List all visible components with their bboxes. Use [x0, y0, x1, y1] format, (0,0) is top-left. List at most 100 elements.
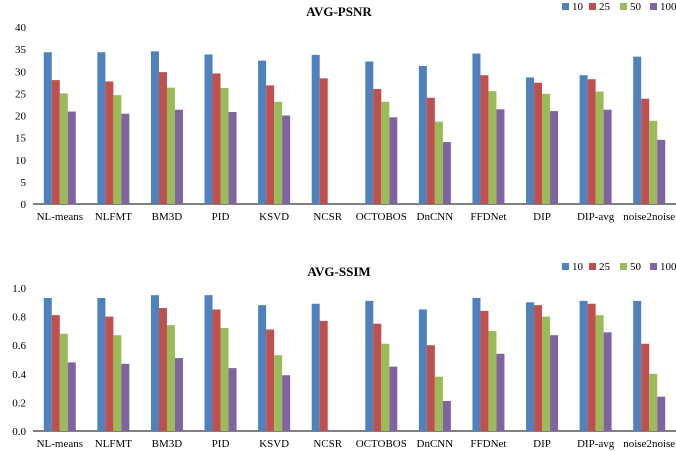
bar-BM3D-100 — [174, 358, 183, 431]
bar-KSVD-100 — [282, 115, 291, 204]
bar-FFDNet-50 — [488, 91, 497, 204]
legend-swatch-50 — [620, 3, 627, 10]
bar-OCTOBOS-100 — [389, 117, 398, 204]
bar-noise2noise-25 — [641, 98, 650, 204]
bar-DnCNN-10 — [418, 309, 427, 431]
y-tick-label: 0.2 — [12, 397, 26, 409]
bar-DIP-avg-10 — [579, 75, 588, 204]
bar-DIP-50 — [542, 316, 551, 431]
bar-OCTOBOS-10 — [365, 61, 374, 204]
bar-FFDNet-10 — [472, 298, 481, 431]
bar-noise2noise-10 — [633, 300, 642, 431]
bar-KSVD-25 — [266, 329, 275, 431]
category-label: NL-means — [37, 438, 83, 450]
bar-DnCNN-10 — [418, 65, 427, 204]
bar-BM3D-50 — [166, 87, 175, 204]
category-label: DnCNN — [417, 438, 454, 450]
legend-swatch-10 — [562, 263, 569, 270]
category-label: NLFMT — [95, 211, 133, 223]
bar-OCTOBOS-50 — [381, 101, 390, 204]
bar-BM3D-25 — [158, 308, 167, 431]
bar-NLFMT-50 — [113, 335, 122, 431]
bar-DIP-100 — [550, 111, 559, 204]
bar-PID-10 — [204, 54, 213, 205]
bar-KSVD-25 — [266, 85, 275, 204]
bar-NLFMT-100 — [121, 363, 130, 431]
bar-DIP-50 — [542, 93, 551, 204]
bar-NL-means-10 — [43, 52, 52, 204]
legend-swatch-100 — [650, 263, 657, 270]
bar-FFDNet-100 — [496, 353, 505, 431]
bar-NL-means-50 — [59, 333, 68, 431]
bar-noise2noise-10 — [633, 56, 642, 205]
bar-DnCNN-50 — [434, 121, 443, 204]
legend-label-10: 10 — [572, 261, 584, 273]
bar-NLFMT-100 — [121, 113, 130, 204]
bar-noise2noise-25 — [641, 343, 650, 431]
category-label: OCTOBOS — [356, 438, 407, 450]
bar-PID-50 — [220, 88, 229, 204]
bar-NLFMT-25 — [105, 81, 114, 204]
bar-OCTOBOS-100 — [389, 366, 398, 431]
bar-NL-means-100 — [67, 362, 76, 431]
bar-noise2noise-50 — [649, 120, 658, 204]
legend-label-50: 50 — [630, 261, 642, 273]
bar-PID-25 — [212, 73, 221, 205]
legend-swatch-10 — [562, 3, 569, 10]
bar-PID-10 — [204, 295, 213, 431]
y-tick-label: 1.0 — [12, 283, 26, 295]
category-label: NCSR — [313, 438, 342, 450]
category-label: DIP-avg — [577, 438, 615, 450]
bar-NCSR-25 — [319, 320, 328, 431]
category-label: KSVD — [259, 211, 289, 223]
category-label: DIP-avg — [577, 211, 615, 223]
legend-label-100: 100 — [660, 261, 676, 273]
bar-DIP-avg-25 — [587, 79, 596, 204]
bar-NLFMT-50 — [113, 95, 122, 204]
bar-DIP-25 — [534, 305, 543, 431]
y-tick-label: 40 — [15, 22, 27, 34]
bar-DIP-10 — [526, 77, 535, 204]
bar-DnCNN-25 — [426, 345, 435, 431]
bar-NL-means-100 — [67, 111, 76, 204]
category-label: OCTOBOS — [356, 211, 407, 223]
legend-swatch-100 — [650, 3, 657, 10]
y-tick-label: 5 — [21, 177, 27, 189]
bar-NL-means-25 — [51, 80, 60, 204]
category-label: BM3D — [152, 438, 183, 450]
y-tick-label: 0.0 — [12, 426, 26, 438]
bar-PID-50 — [220, 328, 229, 431]
category-label: BM3D — [152, 211, 183, 223]
bar-OCTOBOS-25 — [373, 88, 382, 204]
bar-FFDNet-25 — [480, 75, 489, 204]
category-label: FFDNet — [470, 211, 506, 223]
bar-FFDNet-100 — [496, 109, 505, 204]
legend-label-25: 25 — [599, 261, 611, 273]
category-label: NCSR — [313, 211, 342, 223]
bar-DIP-avg-10 — [579, 300, 588, 431]
bar-NCSR-10 — [311, 303, 320, 431]
category-label: PID — [212, 211, 230, 223]
bar-DIP-avg-100 — [603, 109, 612, 204]
bar-noise2noise-100 — [657, 396, 666, 431]
bar-DIP-10 — [526, 302, 535, 431]
bar-BM3D-10 — [150, 295, 159, 431]
bar-DIP-avg-50 — [595, 91, 604, 204]
ssim-chart: AVG-SSIM 10 25 50 100 0.0 0.2 0.4 0.6 0.8 1.0 NL-me… — [12, 261, 676, 450]
bar-BM3D-25 — [158, 72, 167, 204]
bar-NL-means-10 — [43, 298, 52, 431]
bar-noise2noise-100 — [657, 139, 666, 204]
bar-OCTOBOS-10 — [365, 300, 374, 431]
bar-KSVD-50 — [274, 355, 283, 431]
bar-BM3D-50 — [166, 325, 175, 431]
bar-NLFMT-25 — [105, 316, 114, 431]
y-tick-label: 10 — [15, 155, 27, 167]
legend-label-50: 50 — [630, 1, 642, 13]
bar-DIP-avg-25 — [587, 303, 596, 431]
bar-NL-means-50 — [59, 93, 68, 204]
bar-NL-means-25 — [51, 315, 60, 431]
category-label: DnCNN — [417, 211, 454, 223]
bar-noise2noise-50 — [649, 373, 658, 431]
bar-PID-100 — [228, 111, 237, 204]
